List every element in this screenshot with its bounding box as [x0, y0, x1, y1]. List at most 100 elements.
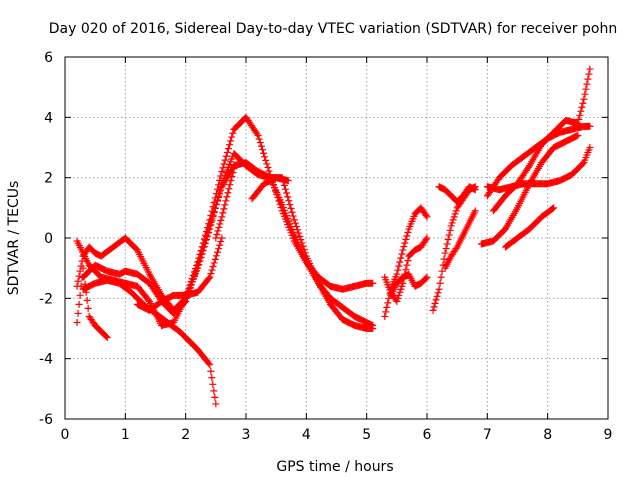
data-point: [208, 374, 216, 382]
data-point: [261, 153, 269, 161]
data-point: [257, 142, 265, 150]
data-point: [395, 262, 403, 270]
x-tick-label: 4: [302, 427, 311, 443]
data-marks: [73, 65, 594, 408]
data-point: [224, 145, 232, 153]
data-point: [225, 185, 233, 193]
data-point: [434, 289, 442, 297]
data-point: [197, 253, 205, 261]
data-point: [209, 380, 217, 388]
data-point: [207, 367, 215, 375]
x-tick-label: 2: [181, 427, 190, 443]
data-point: [471, 186, 479, 194]
data-point: [299, 242, 307, 250]
data-point: [217, 184, 225, 192]
data-point: [289, 212, 297, 220]
data-point: [437, 273, 445, 281]
data-point: [295, 229, 303, 237]
series-arc-14: [441, 207, 479, 272]
data-point: [397, 254, 405, 262]
data-point: [210, 387, 218, 395]
series-arc-5: [73, 264, 111, 342]
data-point: [400, 243, 408, 251]
data-point: [423, 234, 431, 242]
y-tick-label: 2: [44, 171, 53, 187]
data-point: [384, 299, 392, 307]
x-tick-label: 8: [543, 427, 552, 443]
data-point: [574, 119, 582, 127]
data-point: [205, 229, 213, 237]
x-tick-label: 6: [423, 427, 432, 443]
data-point: [76, 267, 84, 275]
data-point: [450, 213, 458, 221]
data-point: [213, 196, 221, 204]
data-point: [369, 279, 377, 287]
data-point: [433, 292, 441, 300]
data-point: [264, 164, 272, 172]
series-arc-7: [212, 165, 238, 242]
data-point: [206, 273, 214, 281]
data-point: [394, 266, 402, 274]
data-point: [222, 197, 230, 205]
data-point: [430, 303, 438, 311]
data-point: [403, 261, 411, 269]
data-point: [215, 223, 223, 231]
data-point: [291, 219, 299, 227]
data-point: [583, 80, 591, 88]
data-point: [207, 221, 215, 229]
data-point: [210, 208, 218, 216]
data-point: [221, 201, 229, 209]
series-arc-6: [133, 234, 226, 314]
x-tick-label: 1: [121, 427, 130, 443]
data-point: [218, 168, 226, 176]
series-arc-19: [501, 204, 558, 251]
data-point: [284, 177, 292, 185]
data-point: [382, 308, 390, 316]
data-point: [84, 304, 92, 312]
data-point: [75, 300, 83, 308]
data-point: [581, 90, 589, 98]
series-arc-18: [477, 131, 582, 248]
data-point: [208, 266, 216, 274]
data-point: [217, 238, 225, 246]
data-point: [396, 258, 404, 266]
y-tick-label: 6: [44, 50, 53, 66]
data-point: [253, 130, 261, 138]
series-arc-17: [489, 65, 594, 215]
data-point: [586, 122, 594, 130]
data-point: [292, 222, 300, 230]
data-point: [524, 163, 532, 171]
data-point: [582, 85, 590, 93]
data-point: [216, 188, 224, 196]
data-point: [207, 270, 215, 278]
data-point: [429, 306, 437, 314]
data-point: [398, 282, 406, 290]
data-point: [286, 201, 294, 209]
data-point: [451, 210, 459, 218]
data-point: [586, 144, 594, 151]
data-point: [290, 216, 298, 224]
data-point: [195, 261, 203, 269]
data-point: [300, 246, 308, 254]
data-point: [199, 246, 207, 254]
data-point: [298, 239, 306, 247]
data-point: [431, 299, 439, 307]
data-point: [443, 240, 451, 248]
data-point: [422, 211, 430, 219]
data-point: [224, 189, 232, 197]
data-point: [580, 95, 588, 103]
data-point: [227, 177, 235, 185]
data-point: [288, 208, 296, 216]
data-point: [217, 216, 225, 224]
data-point: [83, 296, 91, 304]
data-point: [77, 282, 85, 290]
data-point: [398, 250, 406, 258]
data-point: [550, 204, 558, 212]
data-point: [211, 393, 219, 401]
data-point: [440, 255, 448, 263]
data-point: [285, 197, 293, 205]
data-point: [204, 232, 212, 240]
data-point: [393, 270, 401, 278]
data-point: [395, 291, 403, 299]
